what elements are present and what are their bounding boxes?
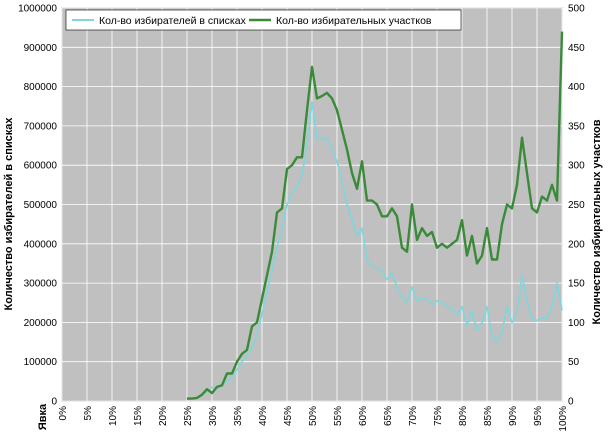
x-tick-label: 15% [133, 406, 144, 426]
series-layer [186, 31, 564, 400]
x-tick-label: 65% [383, 406, 394, 426]
legend-label-stations: Кол-во избирательных участков [276, 15, 432, 27]
y-left-tick-label: 900000 [24, 43, 58, 54]
y-right-tick-label: 400 [568, 82, 585, 93]
x-tick-label: 20% [158, 406, 169, 426]
y-left-tick-label: 800000 [24, 82, 58, 93]
y-right-tick-label: 150 [568, 279, 585, 290]
y-right-tick-label: 50 [568, 357, 580, 368]
x-tick-label: 5% [83, 406, 94, 421]
y-left-tick-label: 300000 [24, 279, 58, 290]
y-left-tick-label: 100000 [24, 357, 58, 368]
series-line-stations [187, 31, 564, 400]
x-tick-label: 55% [333, 406, 344, 426]
y-left-tick-label: 700000 [24, 121, 58, 132]
y-right-tick-label: 100 [568, 318, 585, 329]
y-left-tick-label: 600000 [24, 161, 58, 172]
y-left-tick-label: 200000 [24, 318, 58, 329]
legend: Кол-во избирателей в списках Кол-во изби… [65, 9, 462, 31]
x-tick-label: 45% [283, 406, 294, 426]
y-right-tick-label: 350 [568, 121, 585, 132]
y-right-tick-label: 250 [568, 200, 585, 211]
x-tick-label: 85% [483, 406, 494, 426]
x-tick-label: 95% [533, 406, 544, 426]
x-tick-label: 40% [258, 406, 269, 426]
gridlines [61, 7, 563, 402]
x-tick-label: 70% [408, 406, 419, 426]
y-right-tick-label: 0 [568, 397, 574, 408]
left-axis-ticks: 0 100000 200000 300000 400000 500000 600000 700… [18, 4, 57, 408]
x-tick-label: 90% [508, 406, 519, 426]
x-tick-label: 10% [108, 406, 119, 426]
x-tick-label: 30% [208, 406, 219, 426]
x-tick-label: 35% [233, 406, 244, 426]
x-tick-label: 80% [458, 406, 469, 426]
x-axis-ticks: 0% 5% 10% 15% 20% 25% 30% 35% 40% 45% 50% 55% 60% 65%… [58, 406, 569, 432]
y-left-tick-label: 500000 [24, 200, 58, 211]
y-right-tick-label: 300 [568, 161, 585, 172]
y-axis-right-title: Количество избирательных участков [591, 119, 603, 324]
y-right-tick-label: 500 [568, 4, 585, 15]
x-tick-label: 60% [358, 406, 369, 426]
series-line-voters [186, 101, 563, 400]
x-tick-label: 50% [308, 406, 319, 426]
x-tick-label: 0% [58, 406, 69, 421]
right-axis-ticks: 0 50 100 150 200 250 300 350 400 450 500 [568, 4, 585, 408]
y-axis-left-title: Количество избирателей в списках [3, 117, 15, 311]
x-tick-label: 100% [558, 406, 569, 432]
x-axis-title: Явка [37, 403, 49, 430]
y-left-tick-label: 400000 [24, 239, 58, 250]
legend-label-voters: Кол-во избирателей в списках [99, 15, 247, 27]
y-left-tick-label: 0 [51, 397, 57, 408]
y-right-tick-label: 450 [568, 43, 585, 54]
x-tick-label: 75% [433, 406, 444, 426]
y-right-tick-label: 200 [568, 239, 585, 250]
y-left-tick-label: 1000000 [18, 4, 57, 15]
x-tick-label: 25% [183, 406, 194, 426]
